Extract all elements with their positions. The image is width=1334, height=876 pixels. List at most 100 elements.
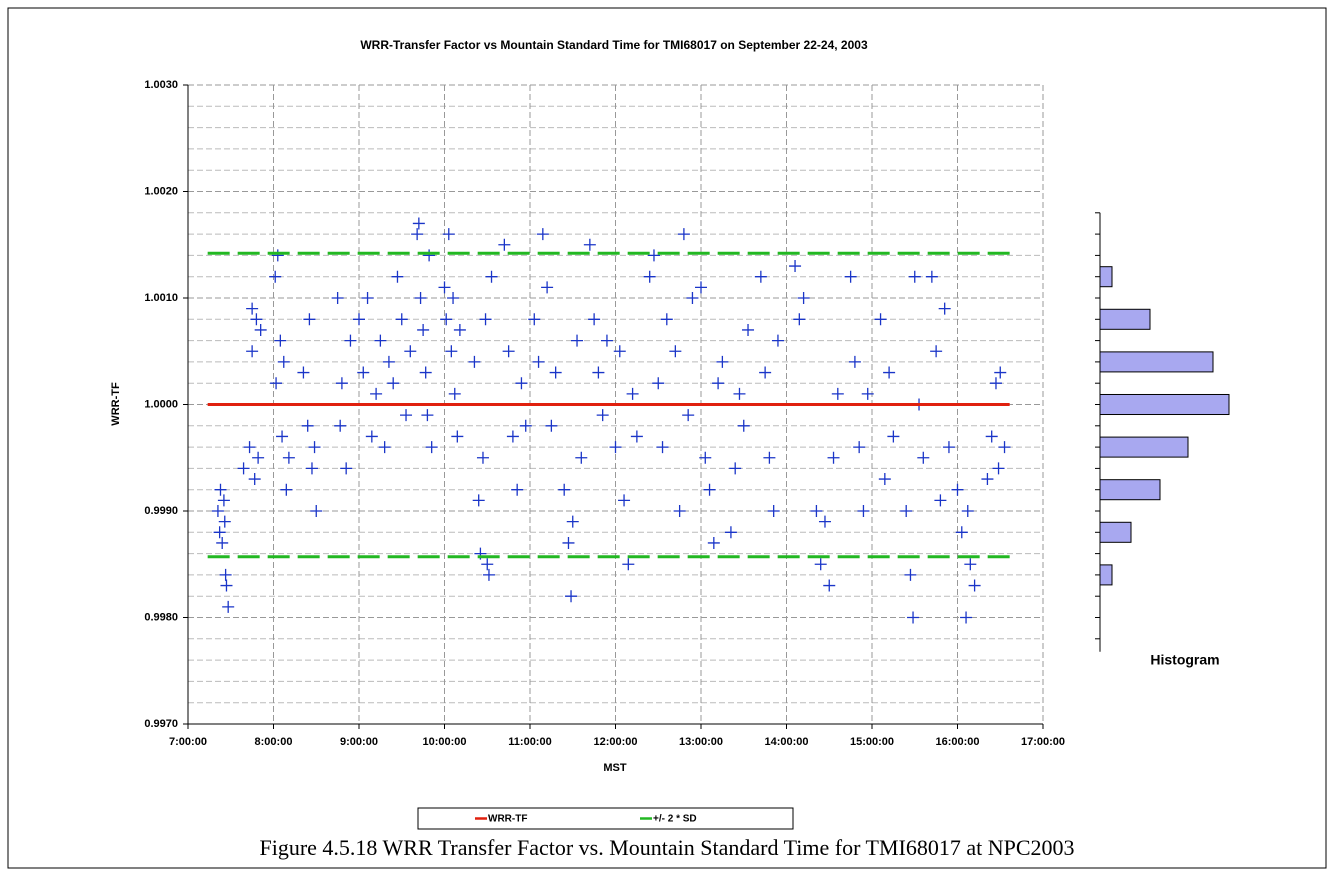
point — [660, 313, 673, 326]
point — [305, 462, 318, 475]
point — [282, 451, 295, 464]
point — [558, 483, 571, 496]
point — [613, 345, 626, 358]
point — [908, 270, 921, 283]
y-tick-label: 1.0030 — [144, 79, 178, 91]
point — [814, 558, 827, 571]
point — [502, 345, 515, 358]
y-tick-label: 1.0010 — [144, 292, 178, 304]
point — [934, 494, 947, 507]
point — [382, 355, 395, 368]
point — [549, 366, 562, 379]
point — [344, 334, 357, 347]
point — [374, 334, 387, 347]
point — [451, 430, 464, 443]
point — [938, 302, 951, 315]
point — [989, 377, 1002, 390]
point — [252, 451, 265, 464]
point — [334, 419, 347, 432]
point — [391, 270, 404, 283]
frame — [7, 7, 1327, 869]
point — [673, 505, 686, 517]
y-tick-label: 0.9990 — [144, 505, 178, 517]
point — [887, 430, 900, 443]
point — [565, 590, 578, 603]
point — [411, 228, 424, 241]
point — [353, 313, 365, 326]
point — [810, 505, 823, 517]
x-tick-label: 11:00:00 — [508, 736, 551, 748]
point — [270, 377, 283, 390]
x-tick-label: 7:00:00 — [169, 736, 207, 748]
point — [511, 483, 524, 496]
point — [536, 228, 549, 241]
point — [246, 345, 259, 358]
point — [218, 515, 231, 528]
point — [994, 366, 1007, 379]
point — [917, 451, 930, 464]
point — [361, 292, 374, 304]
point — [417, 323, 430, 336]
point — [861, 387, 874, 400]
x-tick-label: 14:00:00 — [764, 736, 808, 748]
point — [276, 430, 289, 443]
caption: Figure 4.5.18 WRR Transfer Factor vs. Mo… — [259, 835, 1074, 860]
point — [737, 419, 750, 432]
hist-bar — [1099, 308, 1151, 330]
point — [438, 281, 451, 294]
point — [716, 355, 729, 368]
hist-bar — [1099, 393, 1230, 416]
x-tick-label: 12:00:00 — [593, 736, 637, 748]
point — [331, 292, 344, 304]
point — [237, 462, 250, 475]
point — [797, 292, 810, 304]
point — [652, 377, 665, 390]
point — [400, 409, 413, 422]
point — [874, 313, 887, 326]
point — [468, 355, 481, 368]
point — [519, 419, 532, 432]
point — [656, 441, 669, 454]
x-tick-label: 16:00:00 — [935, 736, 979, 748]
point — [419, 366, 432, 379]
point — [707, 536, 720, 549]
point — [213, 526, 226, 539]
point — [759, 366, 772, 379]
point — [414, 292, 427, 304]
x-tick-label: 9:00:00 — [340, 736, 378, 748]
point — [818, 515, 831, 528]
point — [442, 228, 455, 241]
point — [481, 558, 494, 571]
point — [515, 377, 528, 390]
point — [998, 441, 1011, 454]
point — [297, 366, 310, 379]
point — [271, 249, 284, 262]
point — [340, 462, 353, 475]
point — [630, 430, 643, 443]
hist-bar — [1099, 521, 1132, 543]
point — [440, 313, 453, 326]
point — [771, 334, 784, 347]
point — [310, 505, 323, 517]
point — [214, 483, 227, 496]
point — [425, 441, 438, 454]
point — [626, 387, 639, 400]
x-tick-label: 15:00:00 — [850, 736, 894, 748]
point — [216, 536, 229, 549]
point — [831, 387, 844, 400]
point — [357, 366, 370, 379]
point — [335, 377, 348, 390]
point — [217, 494, 230, 507]
y-tick-label: 0.9980 — [144, 611, 178, 623]
point — [365, 430, 378, 443]
y-tick-label: 1.0000 — [144, 398, 178, 410]
point — [844, 270, 857, 283]
point — [575, 451, 588, 464]
point — [482, 568, 495, 581]
point — [472, 494, 485, 507]
point — [992, 462, 1005, 475]
point — [643, 270, 656, 283]
point — [404, 345, 417, 358]
point — [274, 334, 287, 347]
point — [853, 441, 866, 454]
